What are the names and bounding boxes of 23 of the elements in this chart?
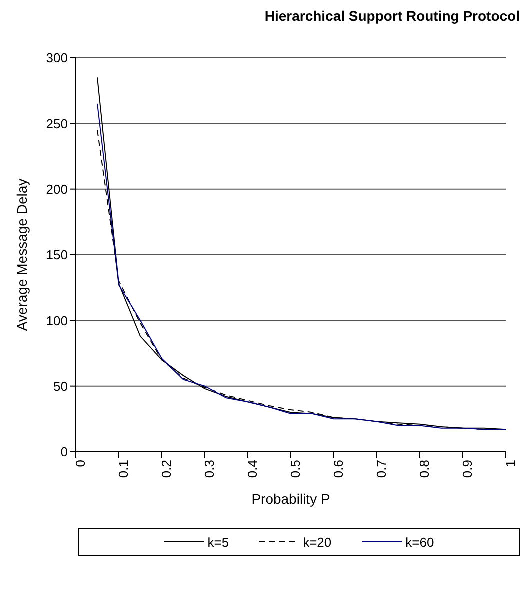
- y-axis-title: Average Message Delay: [14, 178, 30, 332]
- legend-label: k=60: [406, 534, 434, 550]
- x-tick-label: 0: [73, 460, 88, 468]
- y-tick-label: 200: [46, 182, 68, 197]
- x-tick-label: 0.3: [202, 460, 218, 478]
- x-tick-label: 0.6: [331, 460, 346, 478]
- x-tick-label: 0.7: [374, 460, 390, 478]
- x-tick-label: 0.1: [116, 460, 132, 478]
- y-tick-label: 300: [46, 50, 68, 66]
- legend-label: k=5: [208, 534, 230, 550]
- y-tick-label: 250: [46, 116, 68, 132]
- y-tick-label: 50: [54, 378, 68, 394]
- y-tick-label: 150: [46, 248, 68, 263]
- x-tick-label: 0.4: [245, 460, 260, 478]
- x-tick-label: 0.8: [417, 460, 432, 478]
- x-tick-label: 1: [503, 460, 518, 468]
- chart-title: Hierarchical Support Routing Protocol: [264, 8, 521, 26]
- legend-label: k=20: [303, 534, 332, 550]
- x-tick-label: 0.5: [288, 460, 304, 478]
- x-axis-title: Probability P: [252, 491, 330, 507]
- x-tick-label: 0.2: [159, 460, 174, 478]
- y-tick-label: 100: [46, 313, 68, 328]
- x-tick-label: 0.9: [460, 460, 476, 478]
